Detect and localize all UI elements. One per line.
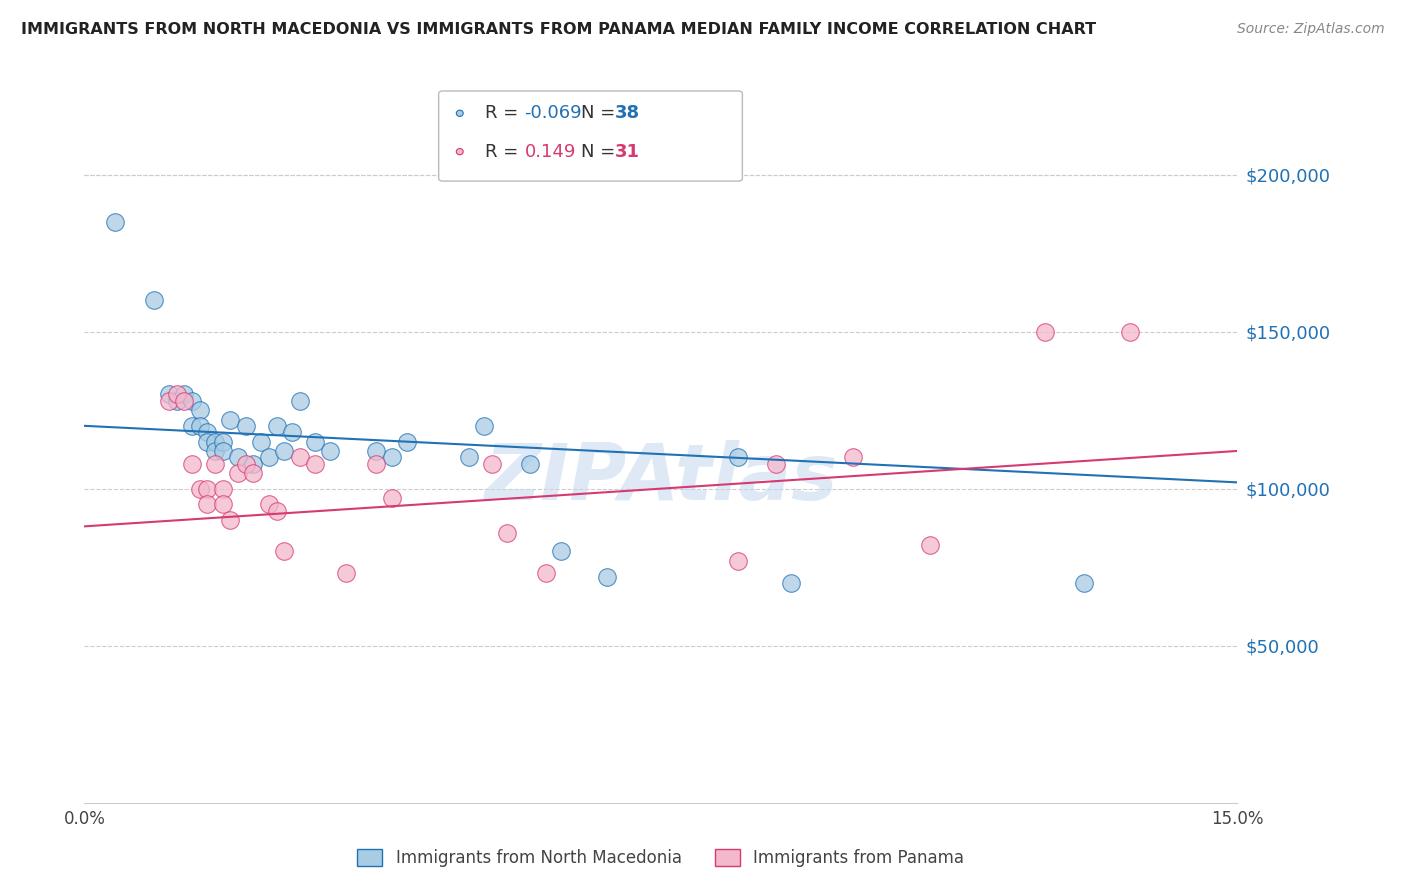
Legend: Immigrants from North Macedonia, Immigrants from Panama: Immigrants from North Macedonia, Immigra…: [350, 842, 972, 874]
Point: [1118, 325, 1140, 339]
Point: [780, 575, 803, 590]
Point: [211, 497, 233, 511]
Point: [166, 393, 188, 408]
Text: -0.069: -0.069: [524, 104, 582, 122]
Point: [211, 482, 233, 496]
Point: [104, 214, 127, 228]
Point: [727, 450, 749, 465]
Text: 0.149: 0.149: [524, 143, 576, 161]
Point: [188, 403, 211, 417]
Point: [195, 434, 218, 449]
Point: [157, 393, 180, 408]
Point: [257, 497, 280, 511]
Point: [273, 544, 295, 558]
Text: ZIPAtlas: ZIPAtlas: [484, 440, 838, 516]
Text: Source: ZipAtlas.com: Source: ZipAtlas.com: [1237, 22, 1385, 37]
Point: [250, 434, 273, 449]
Point: [381, 491, 404, 505]
Point: [266, 503, 288, 517]
Point: [481, 457, 503, 471]
Point: [335, 566, 357, 581]
Point: [496, 525, 519, 540]
Point: [534, 566, 557, 581]
Point: [204, 434, 226, 449]
Point: [366, 444, 388, 458]
Point: [381, 450, 404, 465]
Text: R =: R =: [485, 104, 524, 122]
Text: N =: N =: [581, 143, 620, 161]
Point: [188, 418, 211, 433]
Point: [727, 554, 749, 568]
Point: [195, 497, 218, 511]
Point: [157, 387, 180, 401]
Point: [257, 450, 280, 465]
Point: [204, 457, 226, 471]
Point: [173, 393, 195, 408]
Point: [519, 457, 541, 471]
Point: [550, 544, 572, 558]
Point: [226, 466, 249, 480]
Point: [173, 387, 195, 401]
Point: [219, 513, 242, 527]
Point: [281, 425, 304, 439]
Point: [204, 444, 226, 458]
Point: [226, 450, 249, 465]
Text: IMMIGRANTS FROM NORTH MACEDONIA VS IMMIGRANTS FROM PANAMA MEDIAN FAMILY INCOME C: IMMIGRANTS FROM NORTH MACEDONIA VS IMMIG…: [21, 22, 1097, 37]
Point: [1073, 575, 1095, 590]
Point: [288, 393, 311, 408]
Point: [219, 412, 242, 426]
Point: [166, 387, 188, 401]
Text: R =: R =: [485, 143, 530, 161]
Text: 31: 31: [614, 143, 640, 161]
Point: [918, 538, 941, 552]
Point: [142, 293, 165, 308]
Point: [266, 418, 288, 433]
Point: [181, 457, 204, 471]
Point: [366, 457, 388, 471]
Point: [195, 425, 218, 439]
Point: [396, 434, 419, 449]
Point: [242, 457, 264, 471]
Point: [288, 450, 311, 465]
Point: [181, 393, 204, 408]
Text: 38: 38: [614, 104, 640, 122]
Point: [457, 450, 479, 465]
Point: [188, 482, 211, 496]
Point: [273, 444, 295, 458]
Point: [1033, 325, 1056, 339]
Point: [235, 418, 257, 433]
Point: [304, 434, 326, 449]
Point: [211, 444, 233, 458]
Point: [242, 466, 264, 480]
Point: [304, 457, 326, 471]
Point: [765, 457, 787, 471]
Point: [235, 457, 257, 471]
Point: [842, 450, 865, 465]
Point: [181, 418, 204, 433]
Point: [596, 569, 619, 583]
Point: [211, 434, 233, 449]
Point: [319, 444, 342, 458]
Point: [195, 482, 218, 496]
Point: [472, 418, 495, 433]
Text: N =: N =: [581, 104, 620, 122]
